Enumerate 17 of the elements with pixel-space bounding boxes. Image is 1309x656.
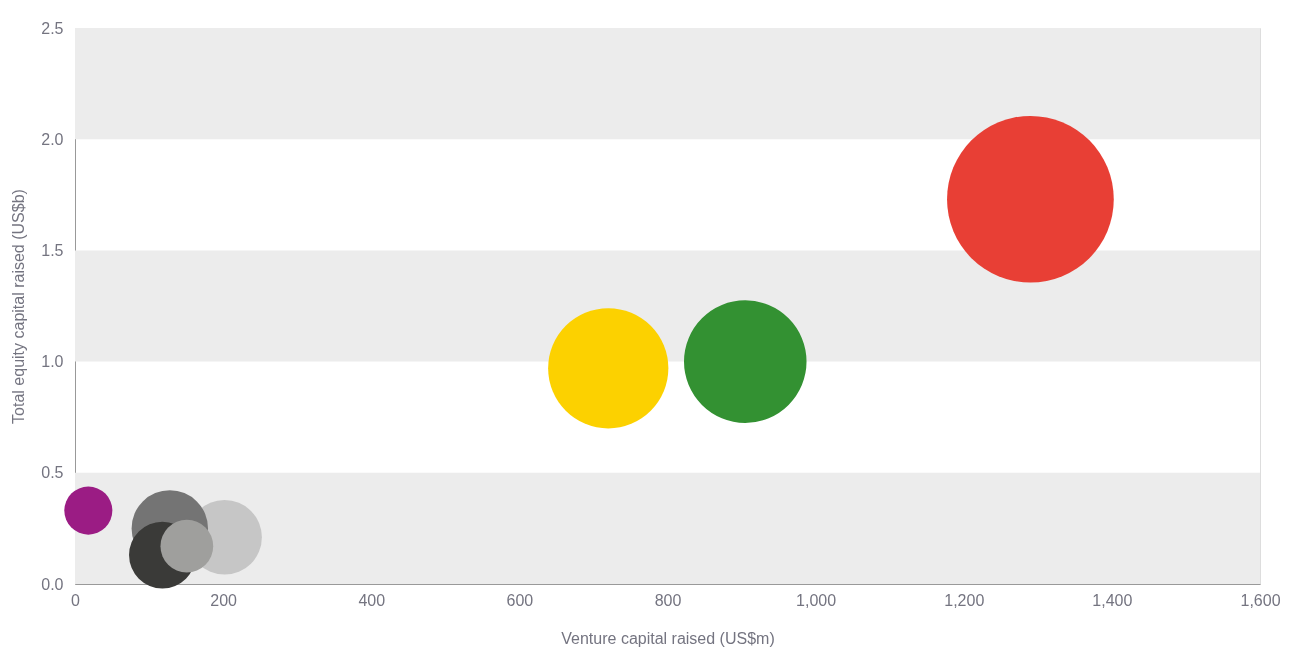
x-axis-title: Venture capital raised (US$m)	[561, 629, 775, 647]
x-tick-label: 1,400	[1092, 591, 1133, 609]
x-tick-label: 400	[358, 591, 386, 609]
x-tick-label: 1,000	[796, 591, 837, 609]
y-tick-label: 2.5	[41, 19, 64, 37]
x-tick-label: 0	[71, 591, 81, 609]
y-tick-label: 1.5	[41, 241, 64, 259]
x-tick-label: 600	[506, 591, 534, 609]
y-tick-label: 1.0	[41, 353, 64, 371]
y-tick-label: 2.0	[41, 130, 64, 148]
x-tick-label: 800	[654, 591, 682, 609]
x-tick-label: 200	[210, 591, 238, 609]
y-axis-title: Total equity capital raised (US$b)	[10, 189, 28, 424]
x-tick-label: 1,200	[944, 591, 985, 609]
y-tick-label: 0.5	[41, 464, 64, 482]
y-tick-label: 0.0	[41, 575, 64, 593]
x-tick-label: 1,600	[1240, 591, 1281, 609]
